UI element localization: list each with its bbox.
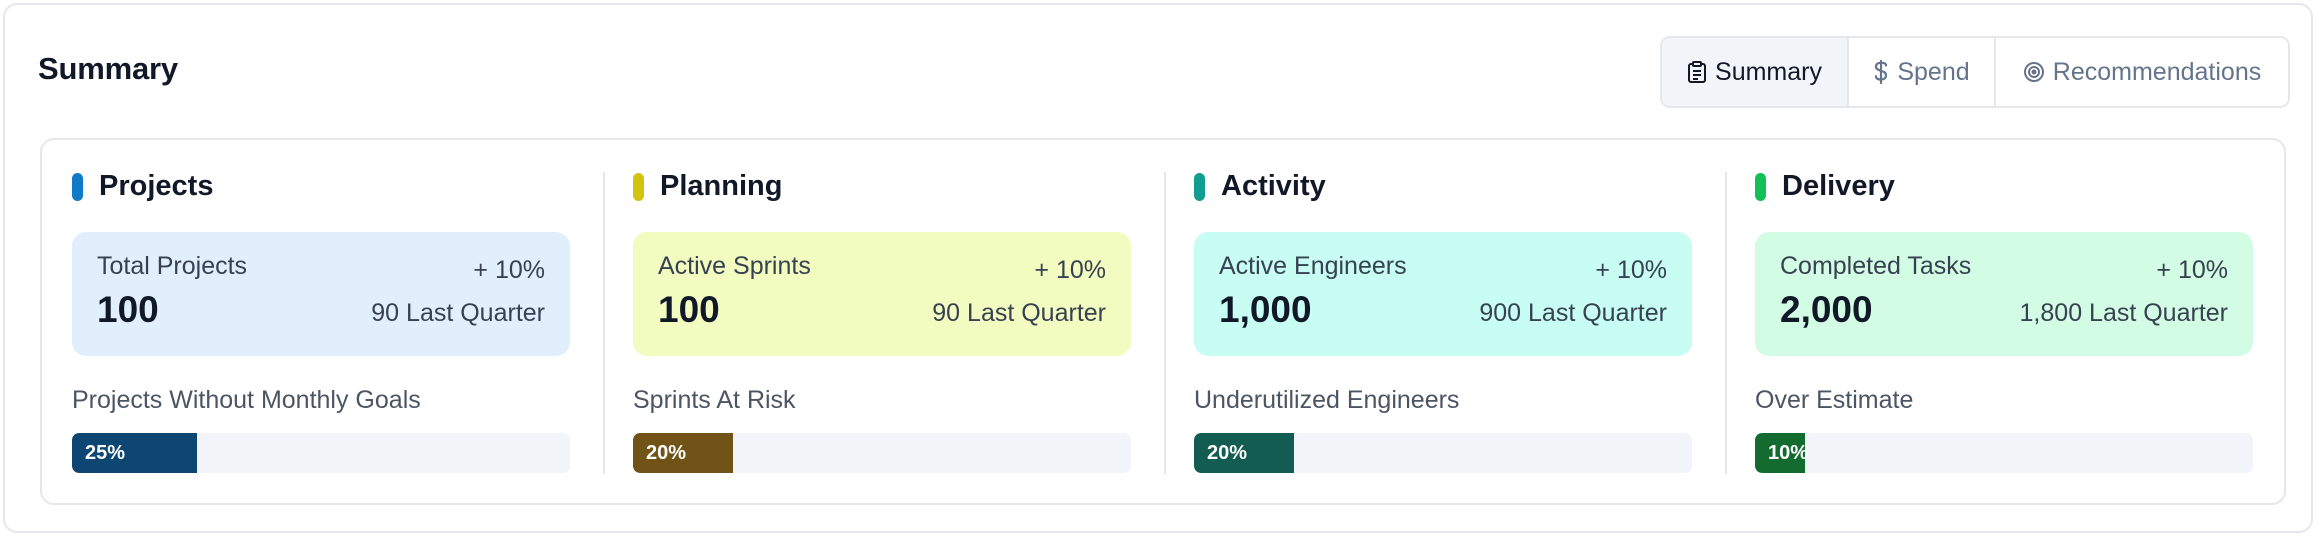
progress-label: Sprints At Risk [633, 386, 796, 414]
metric-card: Active Sprints + 10% 100 90 Last Quarter [633, 232, 1131, 356]
metric-label: Total Projects [97, 252, 248, 280]
progress-bar: 25% [72, 433, 570, 473]
section-title: Planning [660, 170, 783, 202]
section-accent-marker [1194, 172, 1205, 201]
section-header: Delivery [1755, 170, 1895, 203]
view-tabs: Summary Spend Recommendations [1660, 36, 2290, 108]
tab-spend-label: Spend [1897, 57, 1970, 86]
page-title: Summary [38, 51, 178, 86]
metric-label: Active Engineers [1219, 252, 1407, 280]
metric-label: Active Sprints [658, 252, 811, 280]
metric-card: Completed Tasks + 10% 2,000 1,800 Last Q… [1755, 232, 2253, 356]
clipboard-icon [1687, 61, 1707, 83]
tab-recommendations[interactable]: Recommendations [1996, 38, 2288, 106]
progress-bar: 20% [1194, 433, 1692, 473]
metric-previous: 90 Last Quarter [371, 299, 545, 327]
metric-card: Active Engineers + 10% 1,000 900 Last Qu… [1194, 232, 1692, 356]
progress-label: Projects Without Monthly Goals [72, 386, 421, 414]
target-icon [2023, 61, 2045, 83]
section-accent-marker [633, 172, 644, 201]
progress-fill: 25% [72, 433, 197, 473]
metric-previous: 90 Last Quarter [932, 299, 1106, 327]
section-header: Activity [1194, 170, 1326, 203]
metric-change: + 10% [473, 256, 545, 284]
progress-label: Over Estimate [1755, 386, 1914, 414]
section-title: Delivery [1782, 170, 1895, 202]
metric-previous: 900 Last Quarter [1479, 299, 1667, 327]
metric-label: Completed Tasks [1780, 252, 1972, 280]
dollar-icon [1873, 60, 1889, 84]
metrics-panel: Projects Total Projects + 10% 100 90 Las… [40, 138, 2286, 505]
metric-card: Total Projects + 10% 100 90 Last Quarter [72, 232, 570, 356]
tab-spend[interactable]: Spend [1849, 38, 1996, 106]
metric-change: + 10% [2156, 256, 2228, 284]
tab-summary-label: Summary [1715, 57, 1822, 86]
section-activity: Activity Active Engineers + 10% 1,000 90… [1164, 140, 1725, 503]
section-header: Planning [633, 170, 782, 203]
section-divider [1725, 172, 1727, 474]
section-divider [1164, 172, 1166, 474]
metric-value: 2,000 [1780, 289, 1873, 330]
metric-change: + 10% [1595, 256, 1667, 284]
summary-container: Summary Summary Spend [3, 3, 2313, 533]
section-title: Activity [1221, 170, 1326, 202]
section-accent-marker [1755, 172, 1766, 201]
progress-bar: 10% [1755, 433, 2253, 473]
progress-bar: 20% [633, 433, 1131, 473]
section-delivery: Delivery Completed Tasks + 10% 2,000 1,8… [1725, 140, 2286, 503]
progress-fill: 10% [1755, 433, 1808, 473]
section-accent-marker [72, 172, 83, 201]
tab-recommendations-label: Recommendations [2052, 57, 2262, 86]
metric-value: 100 [658, 289, 720, 330]
metric-value: 1,000 [1219, 289, 1312, 330]
section-header: Projects [72, 170, 213, 203]
progress-label: Underutilized Engineers [1194, 386, 1460, 414]
section-planning: Planning Active Sprints + 10% 100 90 Las… [603, 140, 1164, 503]
metric-value: 100 [97, 289, 159, 330]
metric-previous: 1,800 Last Quarter [2019, 299, 2228, 327]
section-divider [603, 172, 605, 474]
progress-fill: 20% [1194, 433, 1294, 473]
section-projects: Projects Total Projects + 10% 100 90 Las… [42, 140, 603, 503]
metric-change: + 10% [1034, 256, 1106, 284]
tab-summary[interactable]: Summary [1662, 38, 1849, 106]
progress-fill: 20% [633, 433, 733, 473]
section-title: Projects [99, 170, 214, 202]
